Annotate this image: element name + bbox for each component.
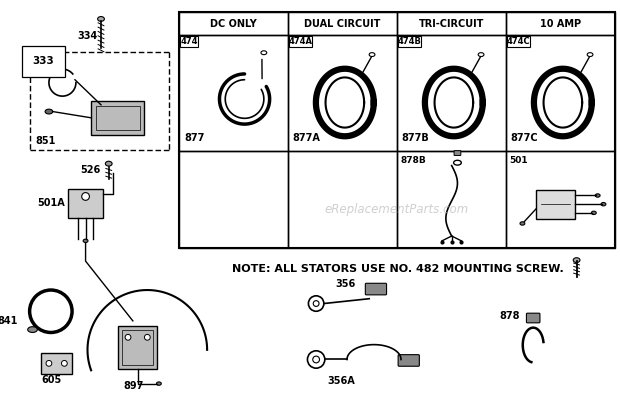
Text: 474A: 474A <box>289 37 312 46</box>
Circle shape <box>313 301 319 306</box>
Circle shape <box>125 334 131 340</box>
Ellipse shape <box>45 109 53 114</box>
Ellipse shape <box>520 222 525 225</box>
Text: 877A: 877A <box>292 133 320 143</box>
Ellipse shape <box>478 53 484 56</box>
Circle shape <box>46 360 52 366</box>
Text: 877B: 877B <box>401 133 429 143</box>
Text: 897: 897 <box>123 382 144 392</box>
Ellipse shape <box>587 53 593 56</box>
Ellipse shape <box>601 202 606 206</box>
Text: 474B: 474B <box>398 37 422 46</box>
Text: 877: 877 <box>184 133 205 143</box>
Polygon shape <box>536 190 575 219</box>
Text: 356: 356 <box>335 279 356 289</box>
Polygon shape <box>180 36 198 47</box>
Polygon shape <box>507 36 530 47</box>
Text: TRI-CIRCUIT: TRI-CIRCUIT <box>419 19 484 29</box>
Circle shape <box>308 351 325 368</box>
Text: 851: 851 <box>35 135 56 145</box>
Polygon shape <box>289 36 312 47</box>
Text: eReplacementParts.com: eReplacementParts.com <box>324 204 468 217</box>
Ellipse shape <box>369 53 375 56</box>
Text: 333: 333 <box>32 56 55 66</box>
Circle shape <box>61 360 67 366</box>
Text: 841: 841 <box>0 316 18 326</box>
Text: 526: 526 <box>80 166 100 176</box>
Circle shape <box>312 356 319 363</box>
FancyBboxPatch shape <box>365 283 386 295</box>
Ellipse shape <box>28 327 37 332</box>
Ellipse shape <box>595 194 600 197</box>
Circle shape <box>144 334 150 340</box>
Text: 334: 334 <box>78 31 98 41</box>
Text: 474C: 474C <box>507 37 531 46</box>
Text: DUAL CIRCUIT: DUAL CIRCUIT <box>304 19 381 29</box>
Ellipse shape <box>574 258 580 263</box>
Ellipse shape <box>454 160 461 165</box>
Ellipse shape <box>591 211 596 214</box>
Circle shape <box>308 296 324 311</box>
Circle shape <box>82 193 89 200</box>
Text: 501: 501 <box>509 156 528 165</box>
Ellipse shape <box>105 161 112 166</box>
Ellipse shape <box>83 239 88 242</box>
FancyBboxPatch shape <box>526 313 540 323</box>
Text: 10 AMP: 10 AMP <box>540 19 581 29</box>
Polygon shape <box>398 36 421 47</box>
FancyBboxPatch shape <box>454 150 461 155</box>
Polygon shape <box>41 353 72 374</box>
Text: 878B: 878B <box>400 156 426 165</box>
Ellipse shape <box>261 51 267 55</box>
Text: 356A: 356A <box>328 376 355 386</box>
Polygon shape <box>118 326 157 369</box>
Ellipse shape <box>156 382 161 385</box>
Polygon shape <box>68 189 103 218</box>
Text: 605: 605 <box>41 375 61 385</box>
FancyBboxPatch shape <box>398 354 419 366</box>
Polygon shape <box>91 101 144 135</box>
Ellipse shape <box>97 17 104 21</box>
Text: 877C: 877C <box>510 133 538 143</box>
Text: 878: 878 <box>500 311 520 321</box>
Text: DC ONLY: DC ONLY <box>210 19 257 29</box>
Text: 501A: 501A <box>37 198 65 208</box>
Text: NOTE: ALL STATORS USE NO. 482 MOUNTING SCREW.: NOTE: ALL STATORS USE NO. 482 MOUNTING S… <box>232 264 564 274</box>
Text: 474: 474 <box>180 37 198 46</box>
